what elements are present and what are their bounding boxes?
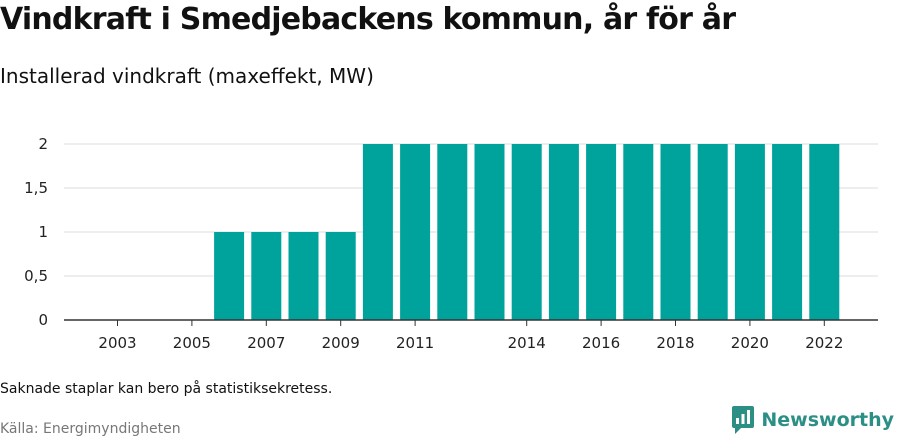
x-tick-label: 2014	[508, 334, 546, 352]
bar-2007	[251, 232, 282, 320]
bar-2015	[548, 144, 579, 320]
bars	[214, 144, 840, 320]
x-tick-label: 2016	[582, 334, 620, 352]
bar-2018	[660, 144, 691, 320]
bar-2009	[325, 232, 356, 320]
x-tick-label: 2005	[173, 334, 211, 352]
x-tick-label: 2020	[731, 334, 769, 352]
bar-chart: 0 0,5 1 1,5 2 2003 2005 2007 2009 2011 2014 2016 201…	[24, 135, 878, 352]
footnote: Saknade staplar kan bero på statistiksek…	[0, 381, 333, 397]
bar-2014	[511, 144, 542, 320]
brand-logo: Newsworthy	[731, 405, 894, 435]
y-tick-label: 0	[38, 311, 48, 329]
bar-2010	[362, 144, 393, 320]
x-tick-label: 2022	[805, 334, 843, 352]
chart-title: Vindkraft i Smedjebackens kommun, år för…	[0, 2, 736, 37]
bar-2011	[400, 144, 431, 320]
bar-2019	[697, 144, 728, 320]
bar-2021	[772, 144, 803, 320]
chart-subtitle: Installerad vindkraft (maxeffekt, MW)	[0, 64, 374, 88]
y-tick-label: 2	[38, 135, 48, 153]
bar-2017	[623, 144, 654, 320]
axes: 0 0,5 1 1,5 2 2003 2005 2007 2009 2011 2014 2016 201…	[24, 135, 878, 352]
x-tick-label: 2009	[322, 334, 360, 352]
x-tick-label: 2003	[98, 334, 136, 352]
bar-2012	[437, 144, 468, 320]
brand-name: Newsworthy	[761, 409, 894, 431]
x-tick-label: 2007	[247, 334, 285, 352]
newsworthy-logo-icon	[732, 406, 755, 434]
bar-2016	[586, 144, 617, 320]
y-tick-label: 1,5	[24, 179, 48, 197]
bar-2020	[734, 144, 765, 320]
bar-2022	[809, 144, 840, 320]
bar-2013	[474, 144, 505, 320]
bar-2006	[214, 232, 245, 320]
y-tick-label: 1	[38, 223, 48, 241]
source-credit: Källa: Energimyndigheten	[0, 421, 181, 437]
bar-2008	[288, 232, 319, 320]
y-tick-label: 0,5	[24, 267, 48, 285]
x-tick-label: 2018	[656, 334, 694, 352]
x-tick-label: 2011	[396, 334, 434, 352]
